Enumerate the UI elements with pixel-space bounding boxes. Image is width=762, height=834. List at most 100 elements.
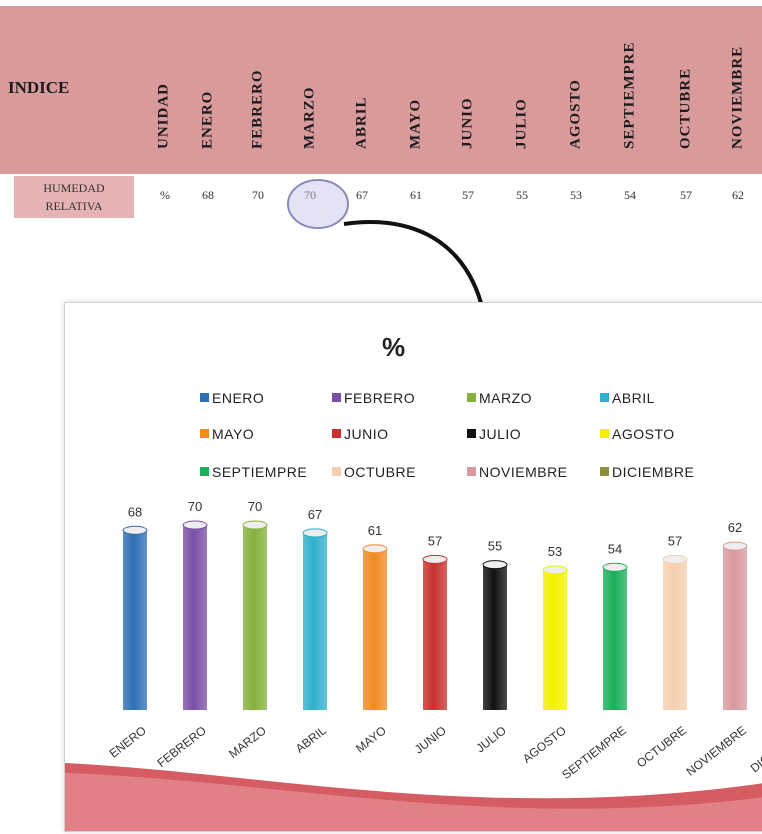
bar-cap-octubre [662,554,688,564]
row-unit-cell: % [160,188,170,202]
bar-mayo [363,548,387,710]
bar-marzo [243,525,267,710]
tick-label-julio: JULIO [473,723,508,755]
data-label-julio: 55 [488,539,502,554]
legend-swatch [332,467,341,476]
tick-label-noviembre: NOVIEMBRE [683,723,748,778]
legend-label: NOVIEMBRE [479,464,568,480]
value-cell-marzo: 70 [304,188,316,202]
legend-item-noviembre: NOVIEMBRE [467,464,568,480]
data-label-abril: 67 [308,507,322,522]
bar-abril [303,532,327,710]
bar-cap-abril [302,528,328,538]
value-cell-septiempre: 54 [624,188,636,202]
legend-label: FEBRERO [344,390,416,406]
legend-swatch [332,393,341,402]
header-month-noviembre: NOVIEMBRE [729,45,746,149]
header-month-mayo: MAYO [407,98,424,149]
tick-label-junio: JUNIO [412,723,449,756]
legend-label: MARZO [479,390,533,406]
legend-swatch [200,467,209,476]
tick-label-agosto: AGOSTO [520,723,569,766]
bar-febrero [183,525,207,710]
data-label-marzo: 70 [248,499,262,514]
data-label-septiempre: 54 [608,541,622,556]
bar-cap-febrero [182,520,208,530]
data-label-noviembre: 62 [728,520,742,535]
humidity-table: INDICE UNIDAD ENERO FEBRERO MARZO ABRIL MAYO… [0,0,762,230]
row-label-humedad-relativa: HUMEDAD RELATIVA [14,176,134,218]
value-cell-agosto: 53 [570,188,582,202]
tick-label-abril: ABRIL [293,723,329,756]
legend-swatch [467,467,476,476]
value-cell-noviembre: 62 [732,188,744,202]
tick-label-enero: ENERO [107,723,149,760]
bar-cap-junio [422,554,448,564]
bar-agosto [543,569,567,710]
legend-item-junio: JUNIO [332,426,389,442]
tick-label-mayo: MAYO [353,723,389,755]
data-label-junio: 57 [428,533,442,548]
legend-label: ENERO [212,390,265,406]
header-month-octubre: OCTUBRE [677,67,694,149]
value-cell-junio: 57 [462,188,474,202]
chart-title: % [382,332,406,362]
data-label-febrero: 70 [188,499,202,514]
legend-label: SEPTIEMPRE [212,464,308,480]
legend-swatch [467,393,476,402]
bar-cap-enero [122,525,148,535]
header-month-agosto: AGOSTO [567,79,584,149]
bar-septiempre [603,567,627,710]
tick-label-septiempre: SEPTIEMPRE [559,723,629,782]
value-cell-octubre: 57 [680,188,692,202]
legend-label: JUNIO [344,426,389,442]
legend-label: AGOSTO [612,426,675,442]
table-header-band [0,6,762,174]
legend-item-abril: ABRIL [600,390,655,406]
legend-label: JULIO [479,426,522,442]
bar-junio [423,559,447,710]
bar-cap-agosto [542,565,568,575]
tick-label-marzo: MARZO [226,723,269,761]
legend-swatch [200,393,209,402]
legend-swatch [600,467,609,476]
legend-item-marzo: MARZO [467,390,532,406]
tick-label-febrero: FEBRERO [155,723,209,770]
legend-swatch [467,429,476,438]
tick-label-diciembre: DICIEMBRE [748,723,762,775]
header-month-junio: JUNIO [459,97,476,149]
bar-cap-julio [482,560,508,570]
legend-item-diciembre: DICIEMBRE [600,464,694,480]
value-cell-enero: 68 [202,188,214,202]
legend-label: ABRIL [612,390,655,406]
legend-swatch [600,429,609,438]
legend-swatch [600,393,609,402]
header-month-abril: ABRIL [353,96,370,149]
legend-item-octubre: OCTUBRE [332,464,416,480]
bar-cap-septiempre [602,562,628,572]
header-month-marzo: MARZO [301,86,318,150]
legend-item-enero: ENERO [200,390,264,406]
bar-julio [483,564,507,710]
value-cell-febrero: 70 [252,188,264,202]
header-month-febrero: FEBRERO [249,69,266,149]
chart-svg: 68 ENERO 70 FEBRERO 70 MARZO 67 ABRIL 61 MAYO 57 JU… [65,499,762,831]
header-month-enero: ENERO [199,90,216,149]
legend-swatch [332,429,341,438]
legend-label: OCTUBRE [344,464,416,480]
legend-item-febrero: FEBRERO [332,390,415,406]
legend-swatch [200,429,209,438]
value-cell-julio: 55 [516,188,528,202]
tick-label-octubre: OCTUBRE [634,723,689,770]
legend-item-julio: JULIO [467,426,521,442]
data-label-mayo: 61 [368,523,382,538]
header-indice: INDICE [8,78,70,97]
bar-noviembre [723,546,747,710]
value-cell-mayo: 61 [410,188,422,202]
bar-enero [123,530,147,710]
decorative-swoosh-light [65,773,762,831]
legend-item-agosto: AGOSTO [600,426,675,442]
legend-item-mayo: MAYO [200,426,254,442]
bar-chart: 68 ENERO 70 FEBRERO 70 MARZO 67 ABRIL 61 MAYO 57 JU… [64,302,762,832]
bar-cap-noviembre [722,541,748,551]
